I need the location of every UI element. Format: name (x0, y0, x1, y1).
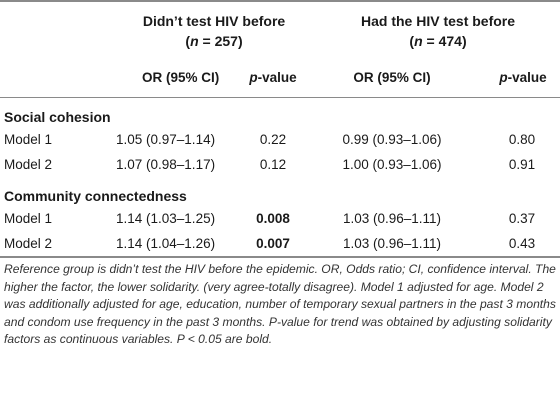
section-title-community-connectedness: Community connectedness (4, 188, 187, 204)
or-value: 1.14 (1.04–1.26) (116, 236, 216, 251)
row-label: Model 2 (4, 157, 53, 172)
col-header-p-1: p-value (249, 69, 297, 85)
p-value: 0.12 (259, 157, 287, 172)
p-value: 0.80 (508, 132, 536, 147)
odds-ratio-table: Didn’t test HIV before Had the HIV test … (0, 1, 560, 257)
group-header-tested: Had the HIV test before (361, 13, 516, 29)
or-value: 1.03 (0.96–1.11) (342, 211, 442, 226)
p-value: 0.37 (508, 211, 536, 226)
group-n-tested: (n = 474) (409, 33, 467, 49)
row-label: Model 1 (4, 211, 53, 226)
row-label: Model 1 (4, 132, 53, 147)
p-value: 0.43 (508, 236, 536, 251)
row-label: Model 2 (4, 236, 53, 251)
or-value: 0.99 (0.93–1.06) (342, 132, 442, 147)
or-value: 1.07 (0.98–1.17) (116, 157, 216, 172)
col-header-or-1: OR (95% CI) (142, 69, 220, 85)
p-value: 0.22 (259, 132, 287, 147)
table-row: Model 1 1.05 (0.97–1.14) 0.22 0.99 (0.93… (0, 127, 560, 152)
col-header-or-2: OR (95% CI) (353, 69, 431, 85)
table-row: Model 2 1.07 (0.98–1.17) 0.12 1.00 (0.93… (0, 152, 560, 177)
or-value: 1.05 (0.97–1.14) (116, 132, 216, 147)
table-row: Model 2 1.14 (1.04–1.26) 0.007 1.03 (0.9… (0, 231, 560, 257)
table-footnote: Reference group is didn’t test the HIV b… (4, 262, 556, 347)
table-row: Model 1 1.14 (1.03–1.25) 0.008 1.03 (0.9… (0, 206, 560, 231)
or-value: 1.03 (0.96–1.11) (342, 236, 442, 251)
p-value-significant: 0.007 (256, 236, 290, 251)
p-value: 0.91 (508, 157, 536, 172)
or-value: 1.00 (0.93–1.06) (342, 157, 442, 172)
col-header-p-2: p-value (499, 69, 547, 85)
group-header-not-tested: Didn’t test HIV before (142, 13, 286, 29)
p-value-significant: 0.008 (256, 211, 290, 226)
section-title-social-cohesion: Social cohesion (4, 109, 111, 125)
or-value: 1.14 (1.03–1.25) (116, 211, 216, 226)
group-n-not-tested: (n = 257) (185, 33, 243, 49)
corner-cell (0, 1, 112, 31)
